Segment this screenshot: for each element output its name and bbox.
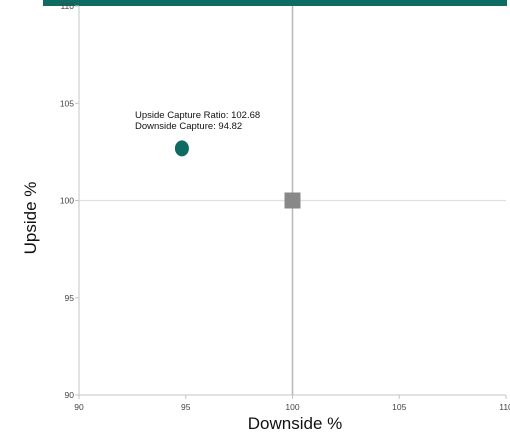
- x-tick-label: 105: [392, 402, 406, 412]
- x-tick-label: 95: [181, 402, 191, 412]
- y-tick-label: 110: [60, 1, 74, 11]
- fund-capture-point: [174, 140, 189, 157]
- annotation-upside-capture: Upside Capture Ratio: 102.68: [135, 110, 261, 121]
- y-tick-label: 105: [60, 98, 74, 108]
- y-tick-label: 95: [65, 293, 75, 303]
- benchmark-square-point: [284, 192, 301, 209]
- header-bar: [43, 0, 507, 6]
- tick-labels: 90 95 100 105 110 90 95 100 105 110: [60, 1, 510, 412]
- annotation-downside-capture: Downside Capture: 94.82: [135, 121, 243, 132]
- y-axis-title: Upside %: [9, 178, 53, 258]
- x-tick-label: 90: [74, 402, 84, 412]
- data-marks: [174, 140, 301, 209]
- x-tick-label: 110: [499, 402, 510, 412]
- y-axis-title-text: Upside %: [21, 181, 40, 255]
- y-tick-label: 100: [60, 196, 74, 206]
- y-tick-label: 90: [65, 390, 75, 400]
- point-annotation: Upside Capture Ratio: 102.68 Downside Ca…: [135, 110, 260, 132]
- x-axis-title: Downside %: [247, 414, 343, 433]
- x-tick-label: 100: [285, 402, 299, 412]
